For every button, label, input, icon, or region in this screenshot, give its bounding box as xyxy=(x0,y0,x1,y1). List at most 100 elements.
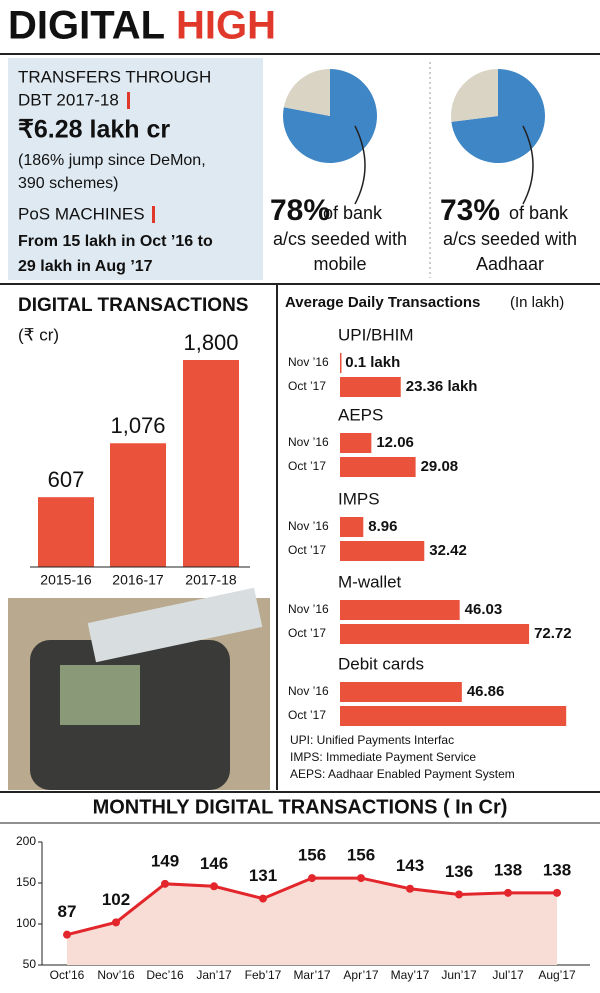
y-tick-label: 100 xyxy=(16,916,36,930)
point xyxy=(553,888,561,897)
bar-value-label: 46.03 xyxy=(465,601,503,618)
pie-caption: a/cs seeded with xyxy=(273,229,407,249)
point xyxy=(308,874,316,883)
pie-value-label: 73% xyxy=(440,194,500,227)
x-tick-label: Feb’17 xyxy=(245,968,282,982)
point-label: 87 xyxy=(58,902,77,921)
bar-value-label: 46.86 xyxy=(467,683,505,700)
chart-subtitle: (In lakh) xyxy=(510,294,564,311)
pointer xyxy=(354,125,366,205)
accent-bar xyxy=(152,206,155,223)
row-label: Nov ’16 xyxy=(288,435,329,449)
x-tick-label: 2016-17 xyxy=(112,572,164,588)
bar xyxy=(110,443,166,567)
point xyxy=(357,874,365,883)
point xyxy=(259,894,267,903)
footnote: IMPS: Immediate Payment Service xyxy=(290,750,476,764)
bar-value-label: 607 xyxy=(48,467,85,492)
pie-slice xyxy=(451,69,498,122)
bar-value-label: 1,076 xyxy=(110,413,165,438)
point-label: 156 xyxy=(347,846,375,865)
point xyxy=(161,879,169,888)
point xyxy=(210,882,218,891)
bar-value-label: 1,800 xyxy=(183,330,238,355)
x-tick-label: Jan’17 xyxy=(196,968,232,982)
area xyxy=(67,878,557,965)
title: DIGITAL xyxy=(8,4,165,48)
bar-value-label: 8.96 xyxy=(368,518,397,535)
row-label: Nov ’16 xyxy=(288,355,329,369)
chart-subtitle: (₹ cr) xyxy=(18,325,59,344)
bar xyxy=(340,600,460,620)
bar xyxy=(340,353,342,373)
bar-value-label: 23.36 lakh xyxy=(406,378,478,395)
footnote: UPI: Unified Payments Interfac xyxy=(290,733,454,747)
pie-slice xyxy=(451,69,545,163)
y-tick-label: 200 xyxy=(16,834,36,848)
point xyxy=(455,890,463,899)
group-label: M-wallet xyxy=(338,572,402,591)
dbt-label: DBT 2017-18 xyxy=(18,90,119,109)
point xyxy=(63,930,71,939)
bar xyxy=(340,624,530,644)
bar-value-label: 72.72 xyxy=(534,625,572,642)
photo-screen xyxy=(60,665,140,725)
group-label: AEPS xyxy=(338,405,383,424)
bar xyxy=(340,706,567,726)
bar-value-label: 0.1 lakh xyxy=(345,354,400,371)
chart-title: MONTHLY DIGITAL TRANSACTIONS ( In Cr) xyxy=(93,796,508,818)
photo xyxy=(8,587,270,790)
point xyxy=(406,884,414,893)
pie-value-label: 78% xyxy=(270,194,330,227)
bar xyxy=(340,377,401,397)
row-label: Oct ’17 xyxy=(288,459,326,473)
pos-note: From 15 lakh in Oct ’16 to xyxy=(18,233,213,250)
dbt-label: TRANSFERS THROUGH xyxy=(18,67,211,86)
row-label: Nov ’16 xyxy=(288,684,329,698)
pos-note: 29 lakh in Aug ’17 xyxy=(18,258,153,275)
dbt-note: 390 schemes) xyxy=(18,175,119,192)
title-accent: HIGH xyxy=(176,4,276,48)
pie-caption: mobile xyxy=(313,254,366,274)
y-tick-label: 150 xyxy=(16,875,36,889)
x-tick-label: Nov’16 xyxy=(97,968,135,982)
y-tick-label: 50 xyxy=(23,957,37,971)
bar-value-label: 29.08 xyxy=(421,458,459,475)
bar xyxy=(183,360,239,567)
point-label: 131 xyxy=(249,866,277,885)
bar xyxy=(340,433,372,453)
point-label: 102 xyxy=(102,890,130,909)
row-label: Oct ’17 xyxy=(288,543,326,557)
x-tick-label: Apr’17 xyxy=(343,968,378,982)
point-label: 146 xyxy=(200,854,228,873)
group-label: IMPS xyxy=(338,489,380,508)
dbt-note: (186% jump since DeMon, xyxy=(18,152,206,169)
x-tick-label: Oct’16 xyxy=(50,968,85,982)
row-label: Oct ’17 xyxy=(288,626,326,640)
row-label: Nov ’16 xyxy=(288,602,329,616)
row-label: Nov ’16 xyxy=(288,519,329,533)
bar-value-label: 12.06 xyxy=(376,434,414,451)
group-label: Debit cards xyxy=(338,654,424,673)
x-tick-label: Mar’17 xyxy=(293,968,330,982)
x-tick-label: 2015-16 xyxy=(40,572,92,588)
x-tick-label: Dec’16 xyxy=(146,968,184,982)
x-tick-label: Jun’17 xyxy=(441,968,477,982)
point-label: 136 xyxy=(445,862,473,881)
pie-caption: Aadhaar xyxy=(476,254,544,274)
bar xyxy=(38,497,94,567)
point-label: 149 xyxy=(151,851,179,870)
x-tick-label: 2017-18 xyxy=(185,572,237,588)
x-tick-label: Jul’17 xyxy=(492,968,524,982)
row-label: Oct ’17 xyxy=(288,379,326,393)
bar xyxy=(340,541,425,561)
dbt-box xyxy=(8,58,263,280)
pie-caption: of bank xyxy=(509,203,569,223)
pos-label: PoS MACHINES xyxy=(18,204,145,223)
bar xyxy=(340,682,462,702)
point-label: 138 xyxy=(543,860,571,879)
point-label: 138 xyxy=(494,860,522,879)
point-label: 143 xyxy=(396,856,424,875)
